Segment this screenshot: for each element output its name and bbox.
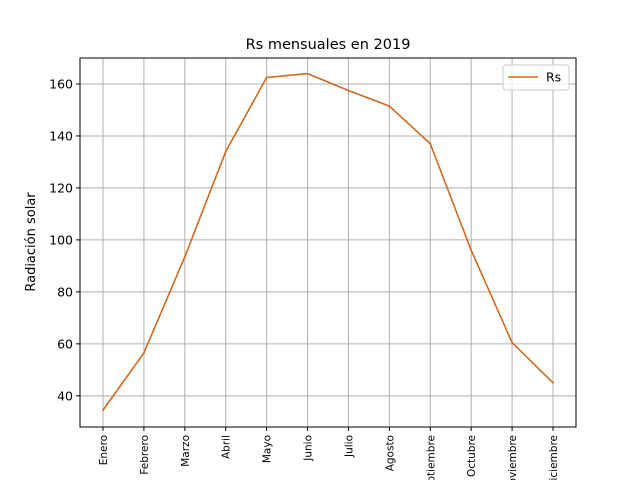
y-tick-label: 160 xyxy=(49,76,73,91)
data-point xyxy=(470,249,473,252)
data-point xyxy=(224,150,227,153)
y-tick-label: 100 xyxy=(49,232,73,247)
data-point xyxy=(511,341,513,344)
y-tick-label: 60 xyxy=(57,336,73,351)
series-layer xyxy=(102,72,554,412)
data-point xyxy=(429,142,432,145)
y-axis: 40 60 80 100 120 140 160 xyxy=(49,76,80,403)
x-tick-label: Agosto xyxy=(384,435,396,471)
x-tick-label: Marzo xyxy=(180,435,192,467)
y-tick-label: 80 xyxy=(57,284,73,299)
plot-area-frame xyxy=(79,57,577,428)
grid-lines xyxy=(80,58,576,427)
x-tick-label: Julio xyxy=(343,435,355,458)
x-tick-label: Abril xyxy=(221,435,233,459)
data-point xyxy=(347,89,350,92)
legend-label: Rs xyxy=(546,70,561,85)
data-point xyxy=(183,255,186,258)
data-point xyxy=(265,76,268,79)
x-tick-label: Mayo xyxy=(262,435,274,463)
x-axis: Enero Febrero Marzo Abril Mayo Junio Julio Agos… xyxy=(98,427,560,480)
x-tick-label: Junio xyxy=(303,435,315,462)
y-axis-label: Radiación solar xyxy=(24,192,39,292)
chart-title: Rs mensuales en 2019 xyxy=(246,37,411,53)
y-tick-label: 40 xyxy=(57,388,73,403)
x-tick-label: Enero xyxy=(98,435,110,465)
x-tick-label: Septiembre xyxy=(425,435,437,480)
x-tick-label: Noviembre xyxy=(507,435,519,480)
data-point xyxy=(143,352,145,354)
data-point xyxy=(388,105,391,107)
series-line-rs xyxy=(102,72,554,411)
data-point xyxy=(102,409,104,412)
data-point xyxy=(306,72,309,75)
legend: Rs xyxy=(502,64,570,91)
x-tick-label: Diciembre xyxy=(548,435,560,480)
data-point xyxy=(552,381,554,384)
y-tick-label: 120 xyxy=(49,180,73,195)
x-tick-label: Febrero xyxy=(139,435,151,475)
y-tick-label: 140 xyxy=(49,128,73,143)
x-tick-label: Octubre xyxy=(466,435,478,477)
